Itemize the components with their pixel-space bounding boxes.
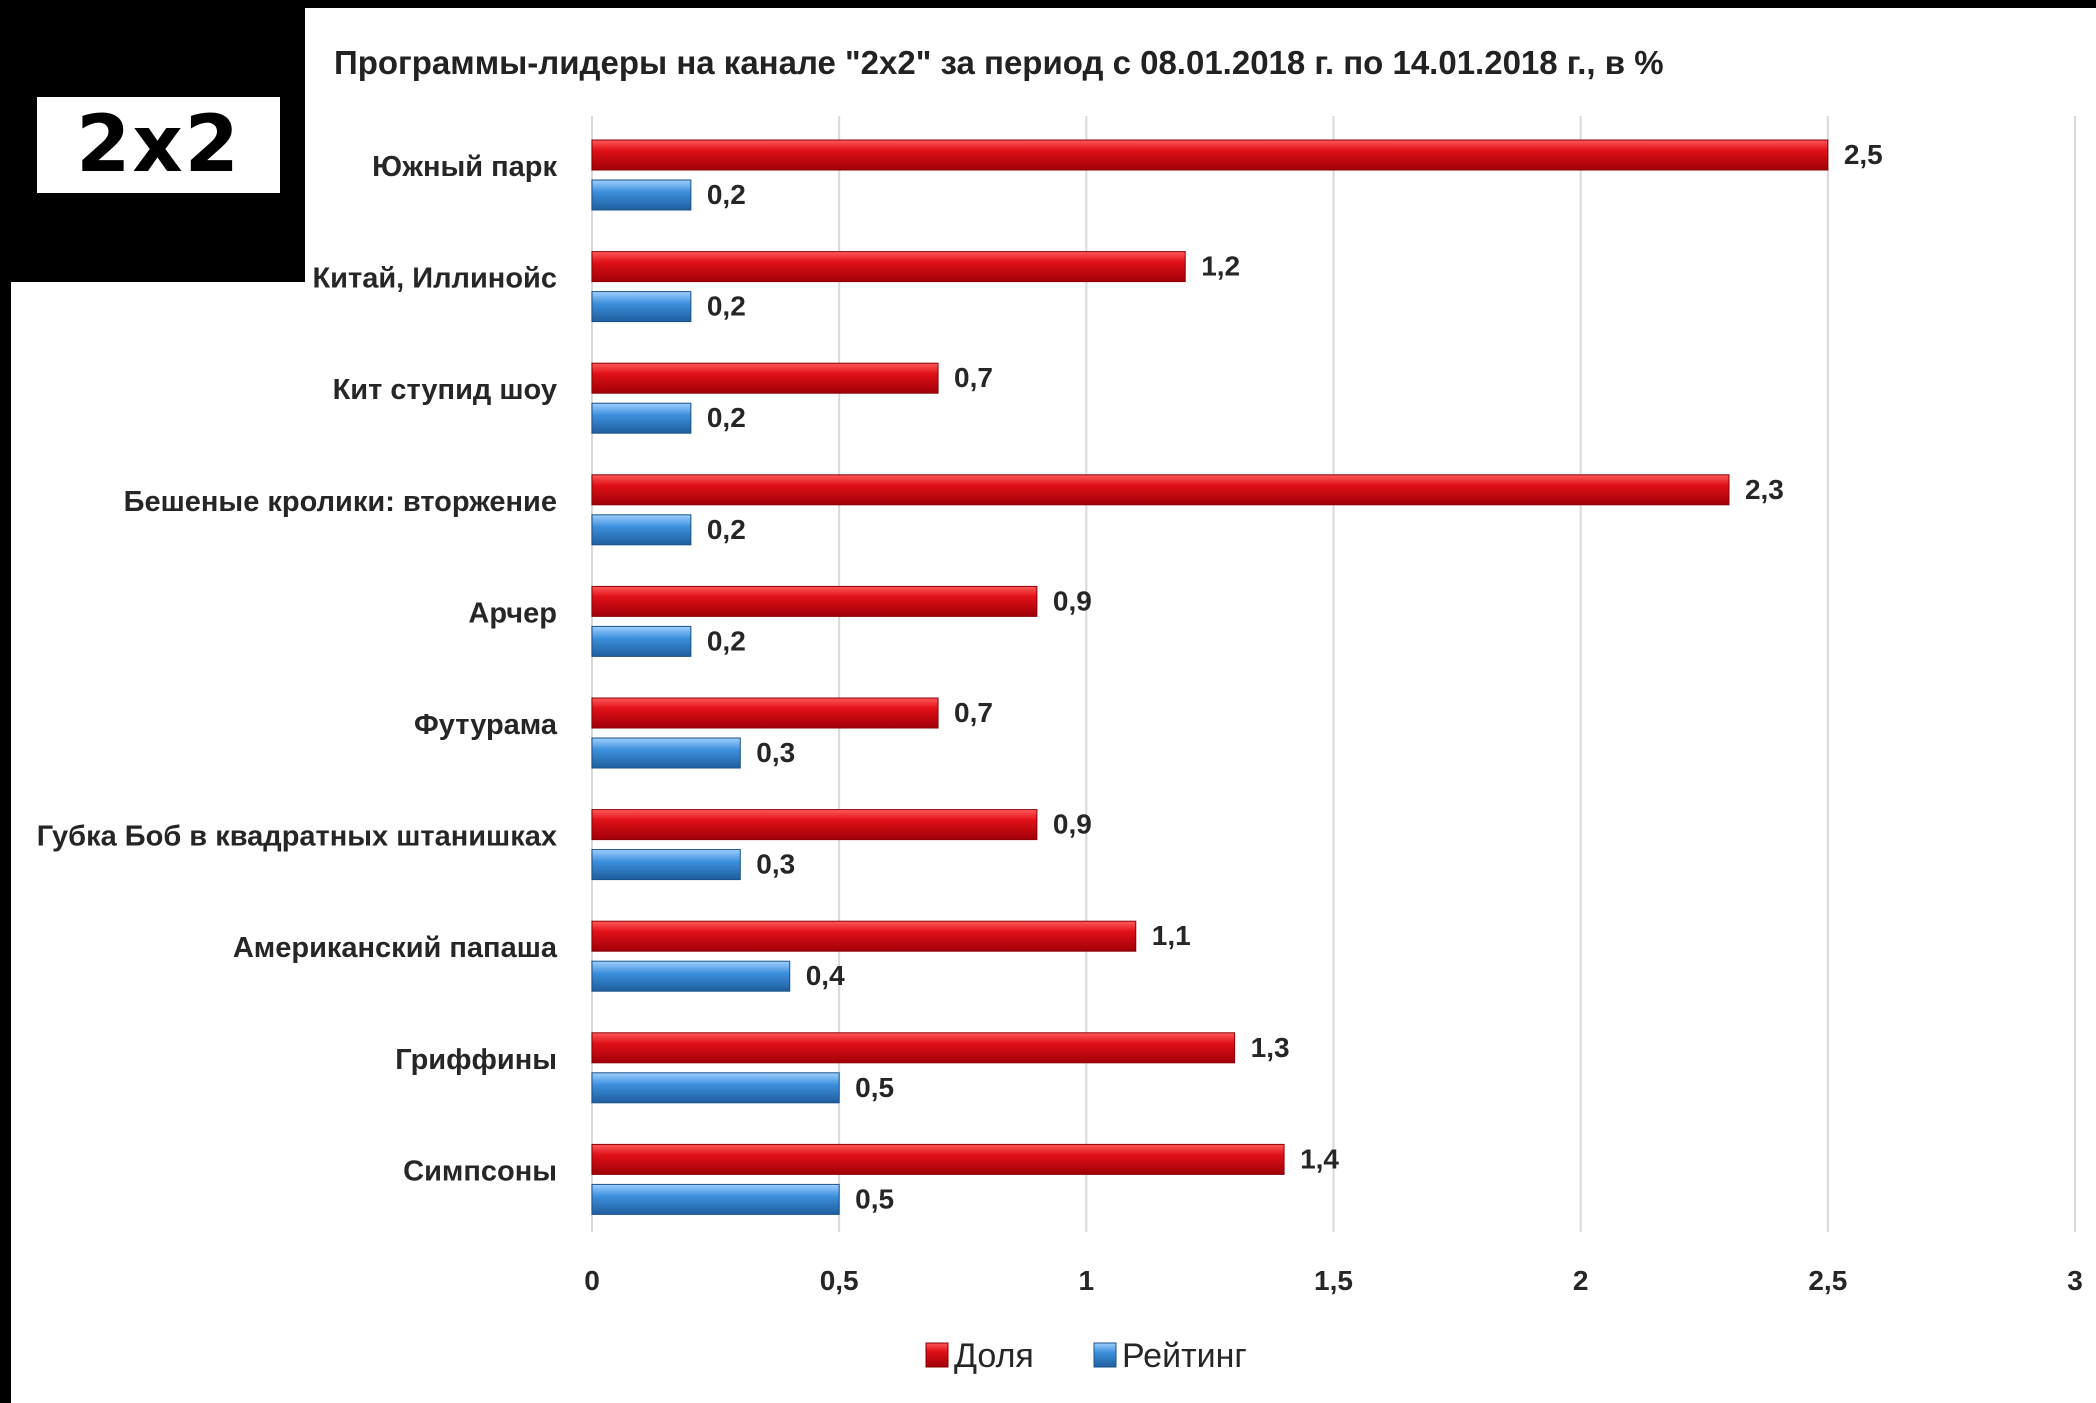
data-label: 1,1 bbox=[1152, 920, 1191, 951]
category-label: Бешеные кролики: вторжение bbox=[124, 486, 557, 518]
bar-dolya bbox=[591, 1032, 1236, 1064]
bar-dolya bbox=[591, 697, 939, 729]
data-label: 1,3 bbox=[1251, 1032, 1290, 1063]
bar-reyting bbox=[591, 291, 692, 323]
bar-reyting bbox=[591, 849, 741, 881]
chart-title: Программы-лидеры на канале "2x2" за пери… bbox=[334, 44, 1664, 81]
category-label: Губка Боб в квадратных штанишках bbox=[37, 821, 557, 853]
category-label: Гриффины bbox=[395, 1044, 557, 1076]
category-label: Китай, Иллинойс bbox=[312, 263, 557, 295]
data-label: 0,5 bbox=[855, 1183, 894, 1214]
bar-reyting bbox=[591, 960, 791, 992]
legend-label-reyting: Рейтинг bbox=[1122, 1337, 1247, 1375]
data-label: 0,2 bbox=[707, 625, 746, 656]
x-tick-label: 3 bbox=[2067, 1265, 2083, 1296]
channel-logo-plate bbox=[37, 97, 280, 193]
x-tick-label: 1 bbox=[1079, 1265, 1095, 1296]
data-label: 0,2 bbox=[707, 179, 746, 210]
bar-dolya bbox=[591, 139, 1829, 171]
data-label: 1,4 bbox=[1300, 1143, 1339, 1174]
bar-reyting bbox=[591, 402, 692, 434]
category-label: Футурама bbox=[414, 709, 558, 741]
data-label: 1,2 bbox=[1201, 251, 1240, 282]
bar-reyting bbox=[591, 514, 692, 546]
data-label: 0,4 bbox=[806, 960, 845, 991]
bar-dolya bbox=[591, 920, 1137, 952]
category-label: Арчер bbox=[468, 597, 557, 629]
legend-label-dolya: Доля bbox=[954, 1337, 1034, 1375]
data-label: 2,3 bbox=[1745, 474, 1784, 505]
data-label: 0,3 bbox=[756, 737, 795, 768]
data-label: 0,2 bbox=[707, 514, 746, 545]
x-tick-label: 2 bbox=[1573, 1265, 1589, 1296]
category-label: Южный парк bbox=[372, 151, 557, 183]
category-label: Американский папаша bbox=[233, 932, 558, 964]
bar-dolya bbox=[591, 585, 1038, 617]
data-label: 0,7 bbox=[954, 362, 993, 393]
legend-swatch-dolya bbox=[925, 1342, 949, 1368]
category-label: Симпсоны bbox=[403, 1155, 557, 1187]
bars bbox=[591, 139, 1829, 1215]
data-label: 0,3 bbox=[756, 849, 795, 880]
legend-swatch-reyting bbox=[1093, 1342, 1117, 1368]
bar-reyting bbox=[591, 1072, 840, 1104]
bar-reyting bbox=[591, 625, 692, 657]
data-label: 2,5 bbox=[1844, 139, 1883, 170]
bar-dolya bbox=[591, 809, 1038, 841]
data-label: 0,7 bbox=[954, 697, 993, 728]
x-tick-label: 2,5 bbox=[1808, 1265, 1847, 1296]
legend: Доля Рейтинг bbox=[925, 1337, 1247, 1375]
category-label: Кит ступид шоу bbox=[333, 374, 557, 406]
labels: 0 0,5 1 1,5 2 2,5 3 Южный парк 2,5 0,2 Китай, Илли… bbox=[37, 139, 2083, 1296]
bar-reyting bbox=[591, 737, 741, 769]
data-label: 0,5 bbox=[855, 1072, 894, 1103]
data-label: 0,2 bbox=[707, 402, 746, 433]
bar-dolya bbox=[591, 251, 1186, 283]
data-label: 0,2 bbox=[707, 291, 746, 322]
data-label: 0,9 bbox=[1053, 809, 1092, 840]
bar-dolya bbox=[591, 474, 1730, 506]
x-tick-label: 0 bbox=[584, 1265, 600, 1296]
x-tick-label: 0,5 bbox=[820, 1265, 859, 1296]
bar-dolya bbox=[591, 1143, 1285, 1175]
bar-reyting bbox=[591, 179, 692, 211]
bar-reyting bbox=[591, 1183, 840, 1215]
channel-logo-text: 2x2 bbox=[76, 100, 241, 190]
bar-dolya bbox=[591, 362, 939, 394]
data-label: 0,9 bbox=[1053, 585, 1092, 616]
gridlines bbox=[591, 116, 2076, 1232]
x-tick-label: 1,5 bbox=[1314, 1265, 1353, 1296]
